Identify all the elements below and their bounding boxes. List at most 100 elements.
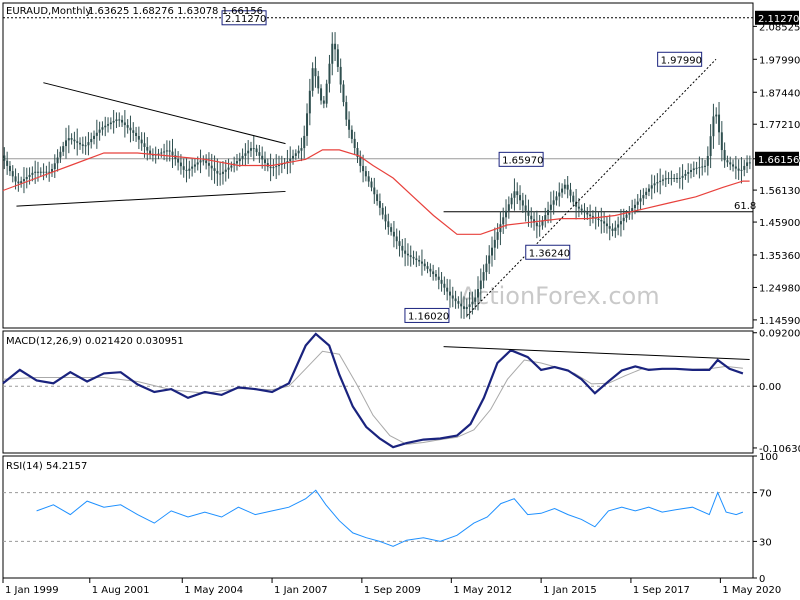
candle-body (249, 148, 252, 151)
price-ytick-label: 1.14590 (759, 316, 800, 327)
rsi-ytick-label: 0 (759, 574, 765, 585)
candle-body (673, 178, 676, 179)
candle-body (76, 141, 79, 143)
candle-body (62, 146, 65, 152)
rsi-panel-frame (2, 455, 754, 579)
candle-body (572, 195, 575, 202)
candle-body (589, 214, 592, 217)
candle-body (661, 179, 664, 181)
price-title: EURAUD,Monthly (6, 6, 91, 17)
x-tick-label: 1 May 2020 (722, 585, 781, 596)
candle-body (157, 153, 160, 155)
candle-body (401, 245, 404, 251)
x-tick-label: 1 Sep 2017 (633, 585, 690, 596)
candle-body (336, 49, 339, 67)
candle-body (202, 160, 205, 162)
candle-body (8, 165, 11, 172)
candle-body (395, 236, 398, 242)
candle-body (132, 130, 135, 133)
price-annotation-box (221, 10, 267, 26)
candle-body (392, 231, 395, 237)
candle-body (566, 184, 569, 190)
candle-body (359, 157, 362, 166)
candle-body (412, 256, 415, 259)
candle-body (280, 163, 283, 165)
candle-body (322, 100, 325, 104)
candle-body (468, 304, 471, 307)
candle-body (664, 178, 667, 180)
candle-body (50, 169, 53, 172)
candle-body (600, 220, 603, 222)
candle-body (381, 207, 384, 215)
candle-body (17, 181, 20, 184)
candle-body (496, 232, 499, 240)
candle-body (678, 177, 681, 179)
price-ytick-label: 1.35360 (759, 251, 800, 262)
macd-title: MACD(12,26,9) 0.021420 0.030951 (6, 336, 184, 347)
candle-body (625, 214, 628, 218)
candle-body (398, 241, 401, 246)
candle-body (709, 136, 712, 156)
candle-body (306, 113, 309, 136)
candle-body (502, 217, 505, 225)
candle-body (258, 152, 261, 156)
price-annotation-label: 1.65970 (502, 155, 543, 166)
x-tick-label: 1 Sep 2009 (364, 585, 421, 596)
candle-body (423, 263, 426, 267)
candle-body (479, 280, 482, 290)
candle-body (247, 150, 250, 154)
candle-body (482, 272, 485, 281)
candle-body (552, 200, 555, 205)
candle-body (320, 88, 323, 101)
candle-body (513, 191, 516, 198)
candle-body (706, 156, 709, 166)
candle-body (591, 216, 594, 218)
candle-body (415, 258, 418, 260)
price-annotation-label: 2.11270 (225, 14, 266, 25)
candle-body (409, 255, 412, 257)
candle-body (575, 201, 578, 207)
macd-ytick-label: 0.092004 (759, 329, 800, 340)
candle-body (734, 166, 737, 169)
candle-body (580, 208, 583, 211)
candle-body (199, 160, 202, 163)
candle-body (726, 160, 729, 163)
current-price-marker: 1.66156 (758, 155, 799, 166)
candle-body (670, 178, 673, 179)
candle-body (406, 253, 409, 256)
candle-body (348, 119, 351, 130)
candle-body (563, 184, 566, 189)
price-ytick-label: 1.97990 (759, 55, 800, 66)
candle-body (331, 43, 334, 64)
candle-body (207, 163, 210, 166)
candle-body (81, 144, 84, 146)
candle-body (230, 165, 233, 168)
candle-body (311, 68, 314, 91)
candle-body (39, 171, 42, 173)
candle-body (541, 220, 544, 226)
candle-body (743, 165, 746, 170)
candle-body (34, 171, 37, 173)
candle-body (667, 178, 670, 179)
price-annotation-label: 1.97990 (661, 55, 702, 66)
rsi-title: RSI(14) 54.2157 (6, 461, 87, 472)
price-ytick-label: 1.45900 (759, 218, 800, 229)
candle-body (364, 171, 367, 177)
macd-trendline (443, 346, 750, 360)
candle-body (510, 197, 513, 205)
rally-trendline (466, 58, 717, 316)
candle-body (485, 263, 488, 273)
price-ohlc: 1.63625 1.68276 1.63078 1.66156 (88, 6, 263, 17)
rsi-line (36, 489, 744, 547)
candle-body (451, 295, 454, 299)
candle-body (608, 226, 611, 229)
candle-body (367, 176, 370, 182)
candle-body (647, 188, 650, 192)
rsi-ytick-label: 100 (759, 452, 778, 463)
candle-body (275, 166, 278, 168)
candle-body (353, 138, 356, 148)
candle-body (533, 219, 536, 223)
candle-body (123, 122, 126, 126)
candle-body (101, 127, 104, 130)
